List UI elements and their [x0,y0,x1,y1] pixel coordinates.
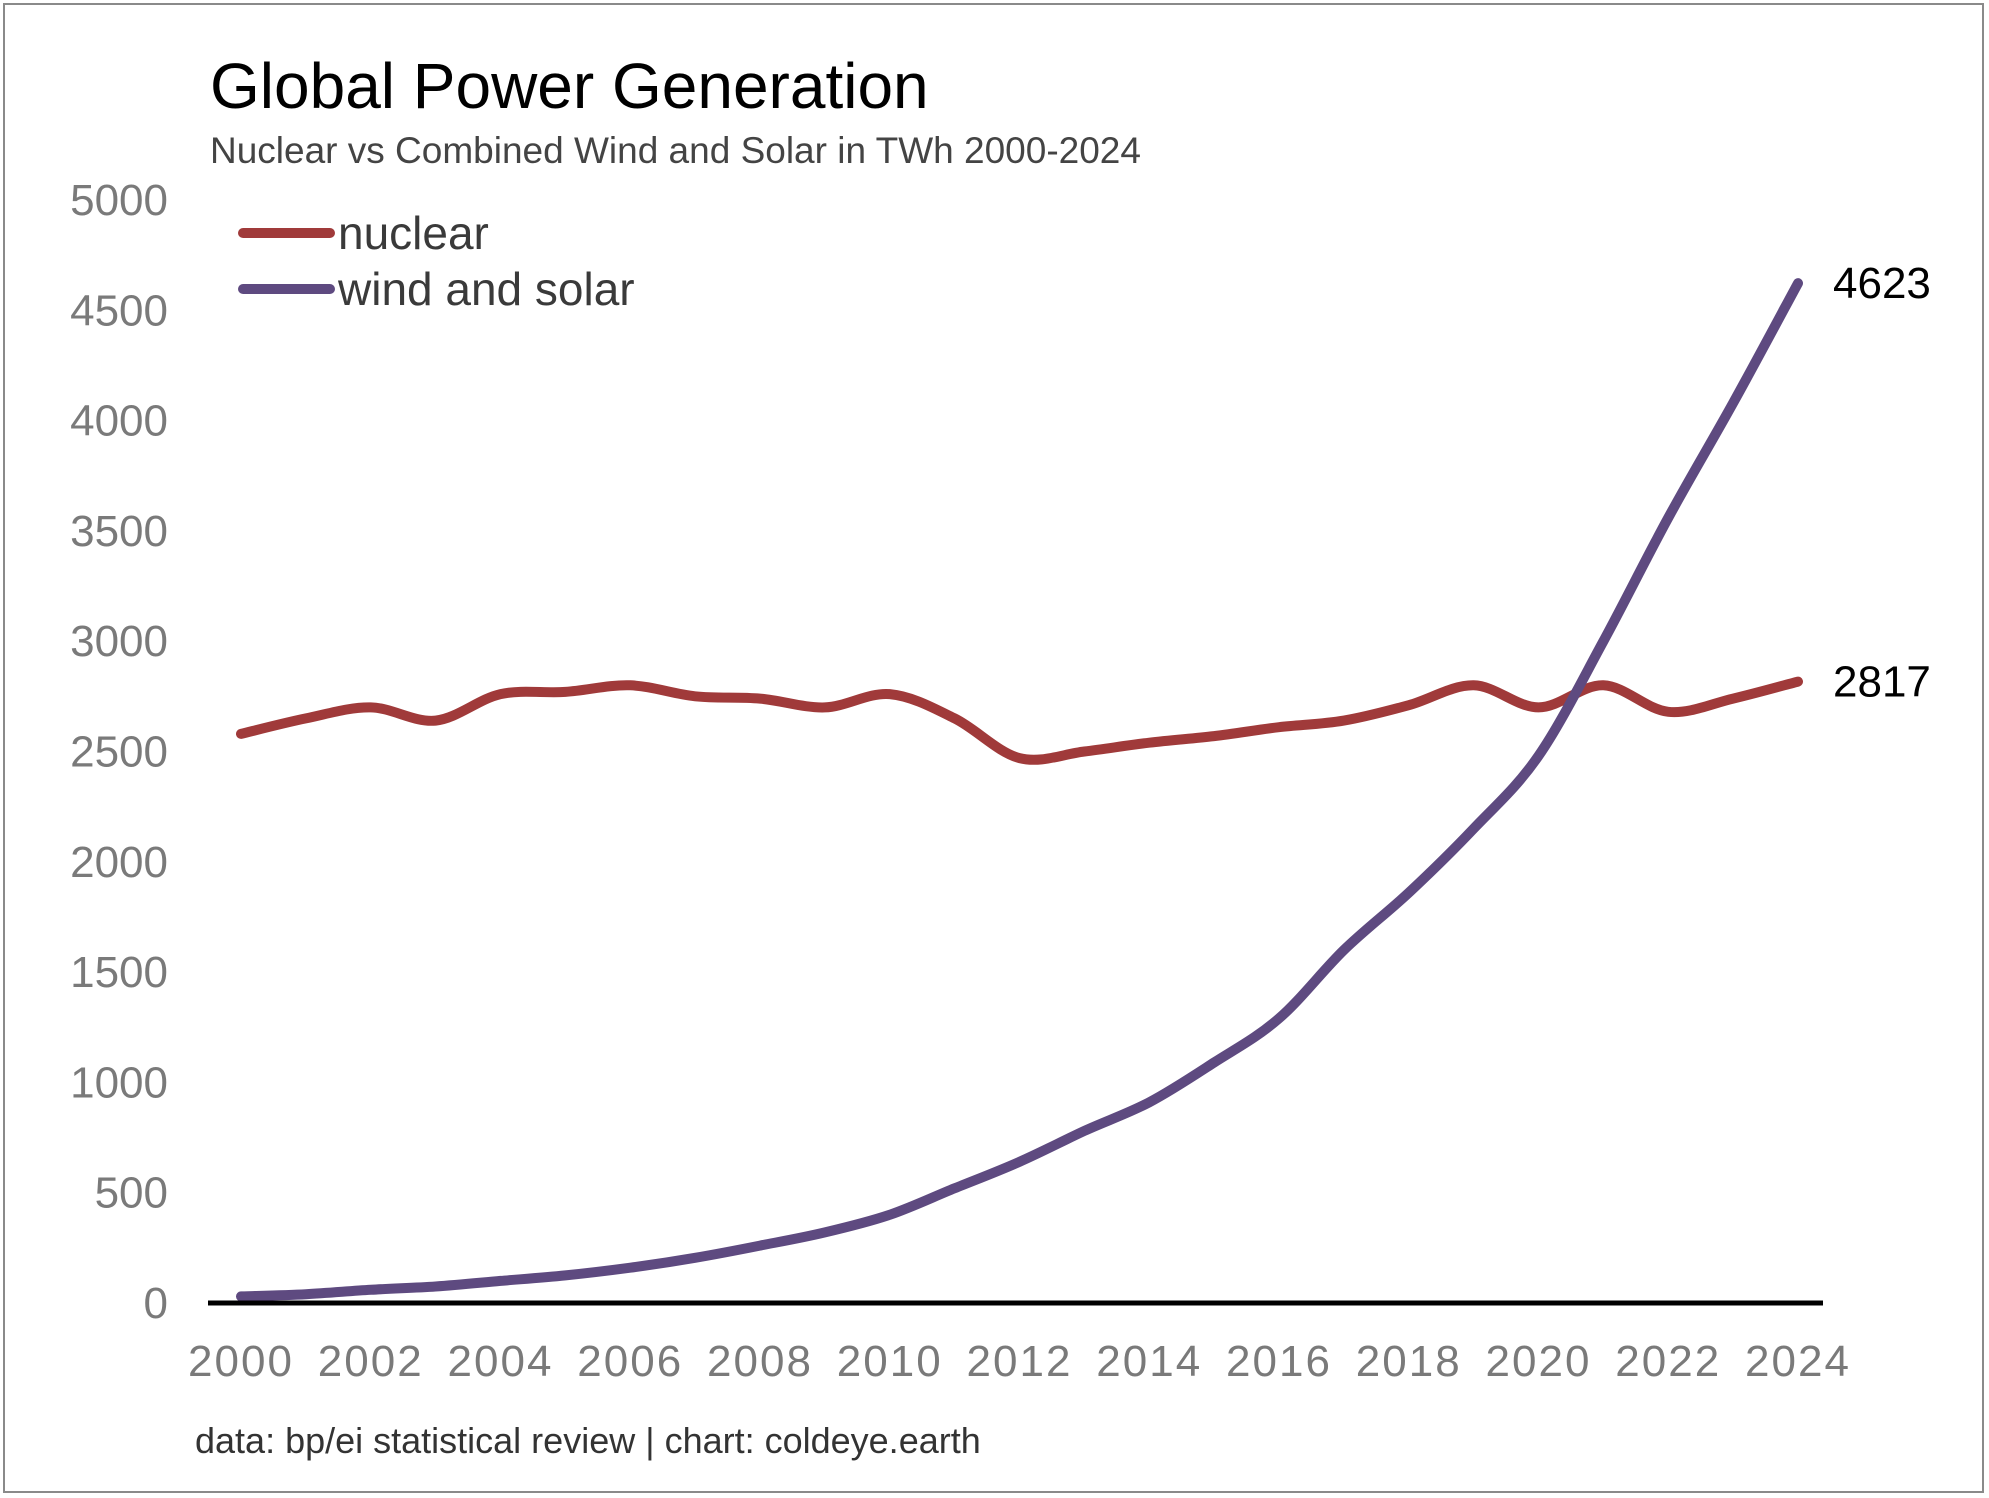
y-tick-label: 4000 [70,397,168,446]
y-axis-ticks: 0 500 1000 1500 2000 2500 3000 3500 4000 4500 5000 [70,176,168,1328]
chart-subtitle: Nuclear vs Combined Wind and Solar in TW… [210,130,1141,171]
chart-title: Global Power Generation [210,50,929,122]
x-tick-label: 2000 [188,1337,294,1386]
series-lines [236,278,1803,1302]
x-tick-label: 2004 [448,1337,554,1386]
legend-label: nuclear [338,207,489,259]
y-tick-label: 3500 [70,507,168,556]
x-tick-label: 2024 [1745,1337,1851,1386]
end-value-label: 2817 [1833,658,1931,707]
x-tick-label: 2010 [837,1337,943,1386]
end-labels: 2817 4623 [1833,259,1931,706]
y-tick-label: 2500 [70,728,168,777]
y-tick-label: 2000 [70,838,168,887]
x-tick-label: 2018 [1356,1337,1462,1386]
y-tick-label: 0 [144,1279,168,1328]
x-tick-label: 2014 [1096,1337,1202,1386]
y-tick-label: 3000 [70,617,168,666]
x-tick-label: 2012 [967,1337,1073,1386]
y-tick-label: 5000 [70,176,168,225]
x-tick-label: 2008 [707,1337,813,1386]
source-note: data: bp/ei statistical review | chart: … [195,1420,981,1461]
end-value-label: 4623 [1833,259,1931,308]
y-tick-label: 1500 [70,948,168,997]
y-tick-label: 1000 [70,1058,168,1107]
legend-label: wind and solar [337,263,635,315]
x-tick-label: 2020 [1486,1337,1592,1386]
y-tick-label: 4500 [70,286,168,335]
series-line-0 [236,676,1803,765]
x-tick-label: 2016 [1226,1337,1332,1386]
x-axis-ticks: 2000 2002 2004 2006 2008 2010 2012 2014 2016 2018… [188,1337,1851,1386]
y-tick-label: 500 [95,1169,168,1218]
series-line-1 [236,278,1803,1302]
x-tick-label: 2022 [1615,1337,1721,1386]
x-tick-label: 2002 [318,1337,424,1386]
x-tick-label: 2006 [577,1337,683,1386]
